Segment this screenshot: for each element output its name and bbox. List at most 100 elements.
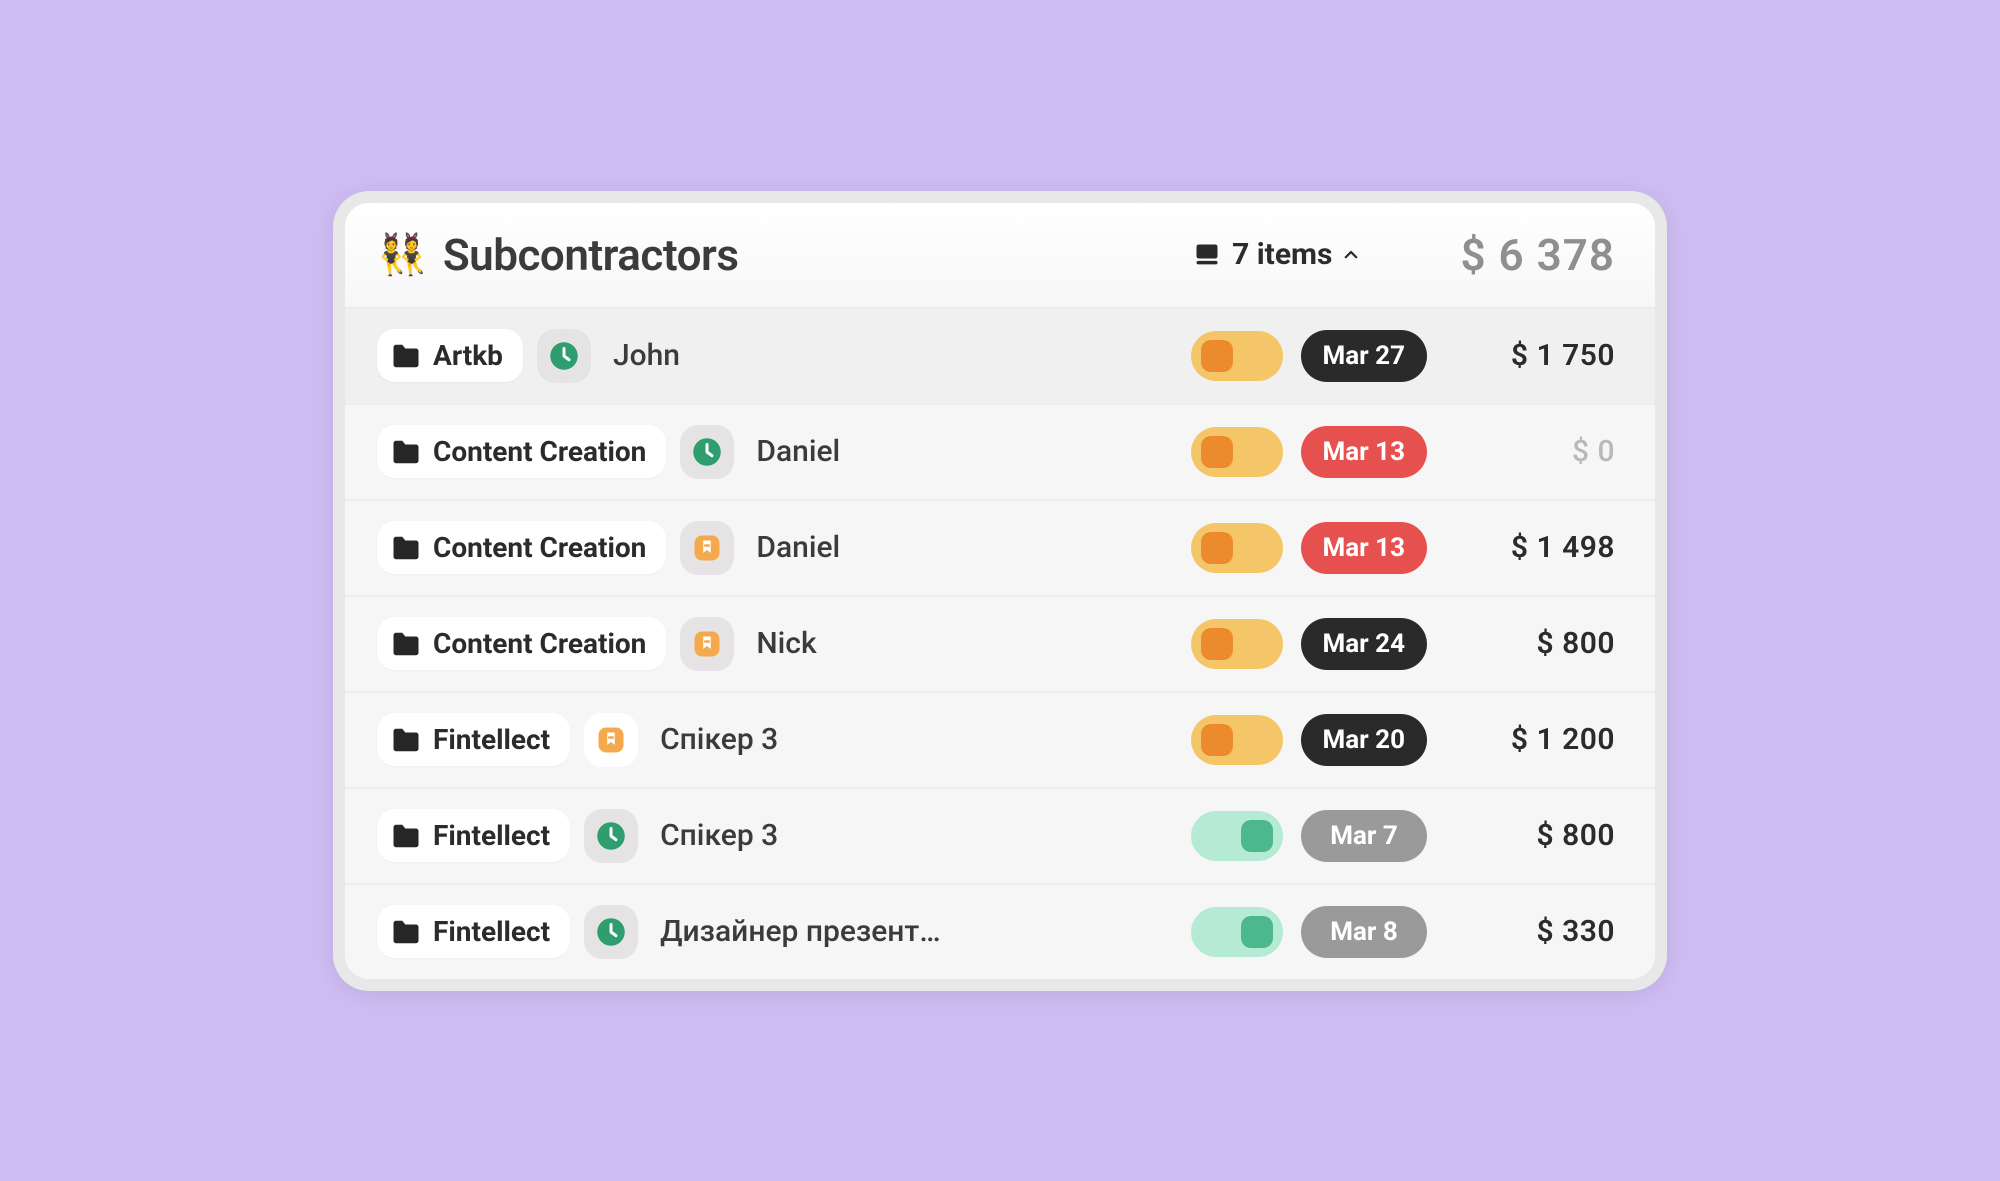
header-emoji: 👯 bbox=[377, 235, 427, 275]
amount: $ 330 bbox=[1445, 914, 1615, 949]
toggle-knob bbox=[1241, 916, 1273, 948]
status-pill[interactable] bbox=[680, 425, 734, 479]
folder-pill[interactable]: Fintellect bbox=[377, 905, 570, 958]
rows: Artkb John Mar 27 $ 1 750 Content Creation Da… bbox=[345, 309, 1655, 979]
clock-icon bbox=[596, 917, 626, 947]
person-name: Спікер 3 bbox=[660, 818, 778, 853]
date-pill[interactable]: Mar 20 bbox=[1301, 714, 1428, 766]
folder-icon bbox=[391, 439, 421, 465]
folder-pill[interactable]: Content Creation bbox=[377, 425, 666, 478]
stack-icon bbox=[1192, 240, 1222, 270]
folder-label: Content Creation bbox=[433, 627, 646, 660]
row-left: Content Creation Daniel bbox=[377, 425, 1177, 479]
person-name: Daniel bbox=[756, 434, 840, 469]
row-left: Fintellect Спікер 3 bbox=[377, 809, 1177, 863]
panel: 👯 Subcontractors 7 items $ 6 378 Artkb Jo… bbox=[333, 191, 1667, 991]
folder-pill[interactable]: Fintellect bbox=[377, 809, 570, 862]
status-toggle[interactable] bbox=[1191, 619, 1283, 669]
row-left: Fintellect Дизайнер презент… bbox=[377, 905, 1177, 959]
folder-label: Artkb bbox=[433, 339, 503, 372]
toggle-knob bbox=[1201, 340, 1233, 372]
status-toggle[interactable] bbox=[1191, 715, 1283, 765]
table-row[interactable]: Content Creation Nick Mar 24 $ 800 bbox=[345, 597, 1655, 693]
folder-pill[interactable]: Fintellect bbox=[377, 713, 570, 766]
status-toggle[interactable] bbox=[1191, 523, 1283, 573]
page-title: Subcontractors bbox=[443, 229, 739, 281]
total-amount: $ 6 378 bbox=[1460, 229, 1615, 281]
toggle-knob bbox=[1201, 532, 1233, 564]
folder-icon bbox=[391, 343, 421, 369]
items-label: 7 items bbox=[1232, 237, 1332, 272]
items-toggle[interactable]: 7 items bbox=[1192, 237, 1360, 272]
bookmark-icon bbox=[692, 629, 722, 659]
amount: $ 1 498 bbox=[1445, 530, 1615, 565]
status-pill[interactable] bbox=[584, 809, 638, 863]
row-right: Mar 13 $ 0 bbox=[1191, 426, 1616, 478]
row-right: Mar 27 $ 1 750 bbox=[1191, 330, 1616, 382]
amount: $ 1 750 bbox=[1445, 338, 1615, 373]
chevron-up-icon bbox=[1342, 246, 1360, 264]
date-pill[interactable]: Mar 8 bbox=[1301, 906, 1427, 958]
toggle-knob bbox=[1201, 436, 1233, 468]
status-toggle[interactable] bbox=[1191, 331, 1283, 381]
person-name: Спікер 3 bbox=[660, 722, 778, 757]
folder-label: Fintellect bbox=[433, 915, 550, 948]
person-name: Дизайнер презент… bbox=[660, 914, 941, 949]
folder-label: Fintellect bbox=[433, 819, 550, 852]
clock-icon bbox=[692, 437, 722, 467]
row-right: Mar 20 $ 1 200 bbox=[1191, 714, 1616, 766]
folder-pill[interactable]: Content Creation bbox=[377, 521, 666, 574]
date-pill[interactable]: Mar 13 bbox=[1301, 522, 1428, 574]
header-title-wrap: 👯 Subcontractors bbox=[377, 229, 1172, 281]
date-pill[interactable]: Mar 13 bbox=[1301, 426, 1428, 478]
folder-pill[interactable]: Artkb bbox=[377, 329, 523, 382]
person-name: Daniel bbox=[756, 530, 840, 565]
table-row[interactable]: Content Creation Daniel Mar 13 $ 1 498 bbox=[345, 501, 1655, 597]
person-name: John bbox=[613, 338, 680, 373]
table-row[interactable]: Content Creation Daniel Mar 13 $ 0 bbox=[345, 405, 1655, 501]
status-toggle[interactable] bbox=[1191, 811, 1283, 861]
table-row[interactable]: Fintellect Спікер 3 Mar 7 $ 800 bbox=[345, 789, 1655, 885]
card: 👯 Subcontractors 7 items $ 6 378 Artkb Jo… bbox=[345, 203, 1655, 979]
amount: $ 800 bbox=[1445, 626, 1615, 661]
date-pill[interactable]: Mar 27 bbox=[1301, 330, 1428, 382]
amount: $ 800 bbox=[1445, 818, 1615, 853]
toggle-knob bbox=[1201, 628, 1233, 660]
row-left: Fintellect Спікер 3 bbox=[377, 713, 1177, 767]
status-toggle[interactable] bbox=[1191, 907, 1283, 957]
status-pill[interactable] bbox=[584, 905, 638, 959]
folder-icon bbox=[391, 727, 421, 753]
amount: $ 0 bbox=[1445, 434, 1615, 469]
row-right: Mar 7 $ 800 bbox=[1191, 810, 1615, 862]
folder-label: Content Creation bbox=[433, 435, 646, 468]
bookmark-icon bbox=[596, 725, 626, 755]
clock-icon bbox=[549, 341, 579, 371]
folder-label: Content Creation bbox=[433, 531, 646, 564]
folder-pill[interactable]: Content Creation bbox=[377, 617, 666, 670]
row-left: Content Creation Nick bbox=[377, 617, 1177, 671]
date-pill[interactable]: Mar 7 bbox=[1301, 810, 1427, 862]
folder-icon bbox=[391, 919, 421, 945]
row-right: Mar 13 $ 1 498 bbox=[1191, 522, 1616, 574]
header: 👯 Subcontractors 7 items $ 6 378 bbox=[345, 203, 1655, 309]
status-pill[interactable] bbox=[680, 617, 734, 671]
status-pill[interactable] bbox=[584, 713, 638, 767]
person-name: Nick bbox=[756, 626, 816, 661]
amount: $ 1 200 bbox=[1445, 722, 1615, 757]
folder-icon bbox=[391, 631, 421, 657]
folder-icon bbox=[391, 823, 421, 849]
row-left: Content Creation Daniel bbox=[377, 521, 1177, 575]
row-right: Mar 8 $ 330 bbox=[1191, 906, 1615, 958]
clock-icon bbox=[596, 821, 626, 851]
table-row[interactable]: Fintellect Спікер 3 Mar 20 $ 1 200 bbox=[345, 693, 1655, 789]
bookmark-icon bbox=[692, 533, 722, 563]
table-row[interactable]: Fintellect Дизайнер презент… Mar 8 $ 330 bbox=[345, 885, 1655, 979]
status-pill[interactable] bbox=[537, 329, 591, 383]
toggle-knob bbox=[1201, 724, 1233, 756]
row-right: Mar 24 $ 800 bbox=[1191, 618, 1616, 670]
toggle-knob bbox=[1241, 820, 1273, 852]
status-toggle[interactable] bbox=[1191, 427, 1283, 477]
table-row[interactable]: Artkb John Mar 27 $ 1 750 bbox=[345, 309, 1655, 405]
status-pill[interactable] bbox=[680, 521, 734, 575]
date-pill[interactable]: Mar 24 bbox=[1301, 618, 1428, 670]
